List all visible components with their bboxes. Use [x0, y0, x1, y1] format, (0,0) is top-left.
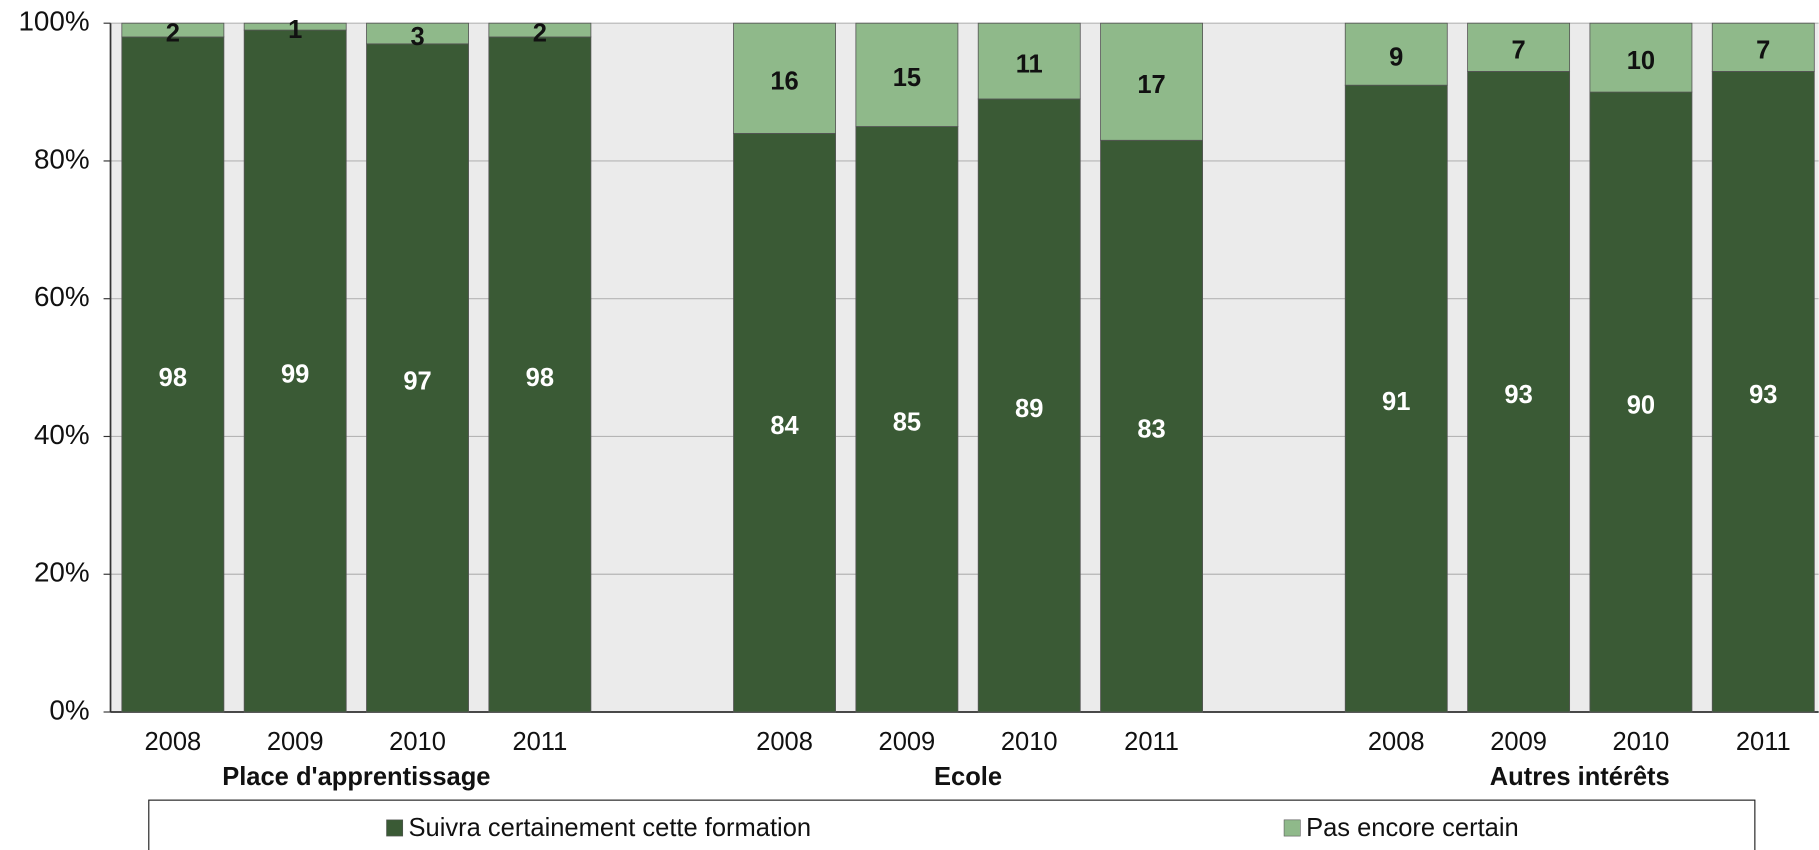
value-label: 93	[1504, 381, 1532, 409]
y-tick-label: 0%	[49, 694, 89, 725]
value-label: 89	[1015, 395, 1043, 423]
bar-segment	[366, 43, 469, 713]
legend-swatch	[386, 819, 404, 837]
bar-segment	[1467, 22, 1571, 72]
bar-segment	[1711, 71, 1815, 713]
x-tick-label: 2008	[1368, 728, 1425, 756]
bar-segment	[1344, 84, 1448, 713]
value-label: 85	[893, 409, 921, 437]
bar-segment	[977, 98, 1081, 713]
value-label: 1	[288, 16, 302, 44]
group-label: Place d'apprentissage	[222, 763, 490, 791]
value-label: 99	[281, 360, 309, 388]
value-label: 84	[770, 412, 799, 440]
y-tick-label: 20%	[34, 557, 90, 588]
bar-segment	[1100, 22, 1203, 141]
value-label: 98	[526, 364, 554, 392]
bar-segment	[1711, 22, 1815, 72]
x-tick-label: 2008	[144, 728, 201, 756]
value-label: 98	[159, 364, 187, 392]
legend-label: Suivra certainement cette formation	[409, 814, 812, 842]
bar-segment	[855, 126, 959, 713]
bar-segment	[855, 22, 959, 127]
bar-segment	[243, 29, 347, 713]
value-label: 83	[1137, 416, 1165, 444]
bar-segment	[977, 22, 1081, 100]
x-tick-label: 2011	[512, 728, 567, 756]
value-label: 7	[1756, 37, 1770, 65]
bar-segment	[733, 22, 836, 134]
x-tick-label: 2009	[1490, 728, 1547, 756]
value-label: 97	[403, 367, 431, 395]
bar-segment	[488, 36, 592, 713]
value-label: 2	[166, 19, 180, 47]
x-tick-label: 2010	[1001, 728, 1058, 756]
x-tick-label: 2010	[1613, 728, 1670, 756]
y-tick-label: 80%	[34, 143, 90, 174]
y-tick-label: 100%	[18, 6, 89, 37]
bar-segment	[366, 22, 469, 45]
x-tick-label: 2009	[267, 728, 324, 756]
bar-segment	[121, 36, 225, 713]
x-tick-label: 2011	[1736, 728, 1791, 756]
bar-segment	[733, 132, 836, 713]
value-label: 15	[893, 64, 921, 92]
value-label: 3	[410, 23, 424, 51]
x-tick-label: 2009	[879, 728, 936, 756]
legend-label: Pas encore certain	[1306, 814, 1519, 842]
bar-segment	[1589, 91, 1693, 713]
group-label: Autres intérêts	[1490, 763, 1670, 791]
bar-segment	[121, 22, 225, 38]
y-tick-label: 60%	[34, 281, 90, 312]
x-tick-label: 2008	[756, 728, 813, 756]
x-tick-label: 2010	[389, 728, 446, 756]
x-tick-label: 2011	[1124, 728, 1179, 756]
value-label: 16	[770, 68, 798, 96]
bar-segment	[243, 22, 347, 31]
value-label: 7	[1511, 37, 1525, 65]
bar-segment	[1100, 139, 1203, 713]
bar-segment	[1344, 22, 1448, 86]
bar-segment	[488, 22, 592, 38]
value-label: 9	[1389, 44, 1403, 72]
legend-swatch	[1283, 819, 1301, 837]
value-label: 17	[1137, 71, 1165, 99]
legend-box	[148, 799, 1756, 850]
value-label: 10	[1627, 47, 1655, 75]
value-label: 90	[1627, 391, 1655, 419]
bar-segment	[1467, 71, 1571, 713]
y-tick-label: 40%	[34, 419, 90, 450]
value-label: 93	[1749, 381, 1777, 409]
group-label: Ecole	[934, 763, 1002, 791]
value-label: 2	[533, 19, 547, 47]
value-label: 11	[1016, 50, 1043, 78]
bar-segment	[1589, 22, 1693, 93]
value-label: 91	[1382, 388, 1410, 416]
